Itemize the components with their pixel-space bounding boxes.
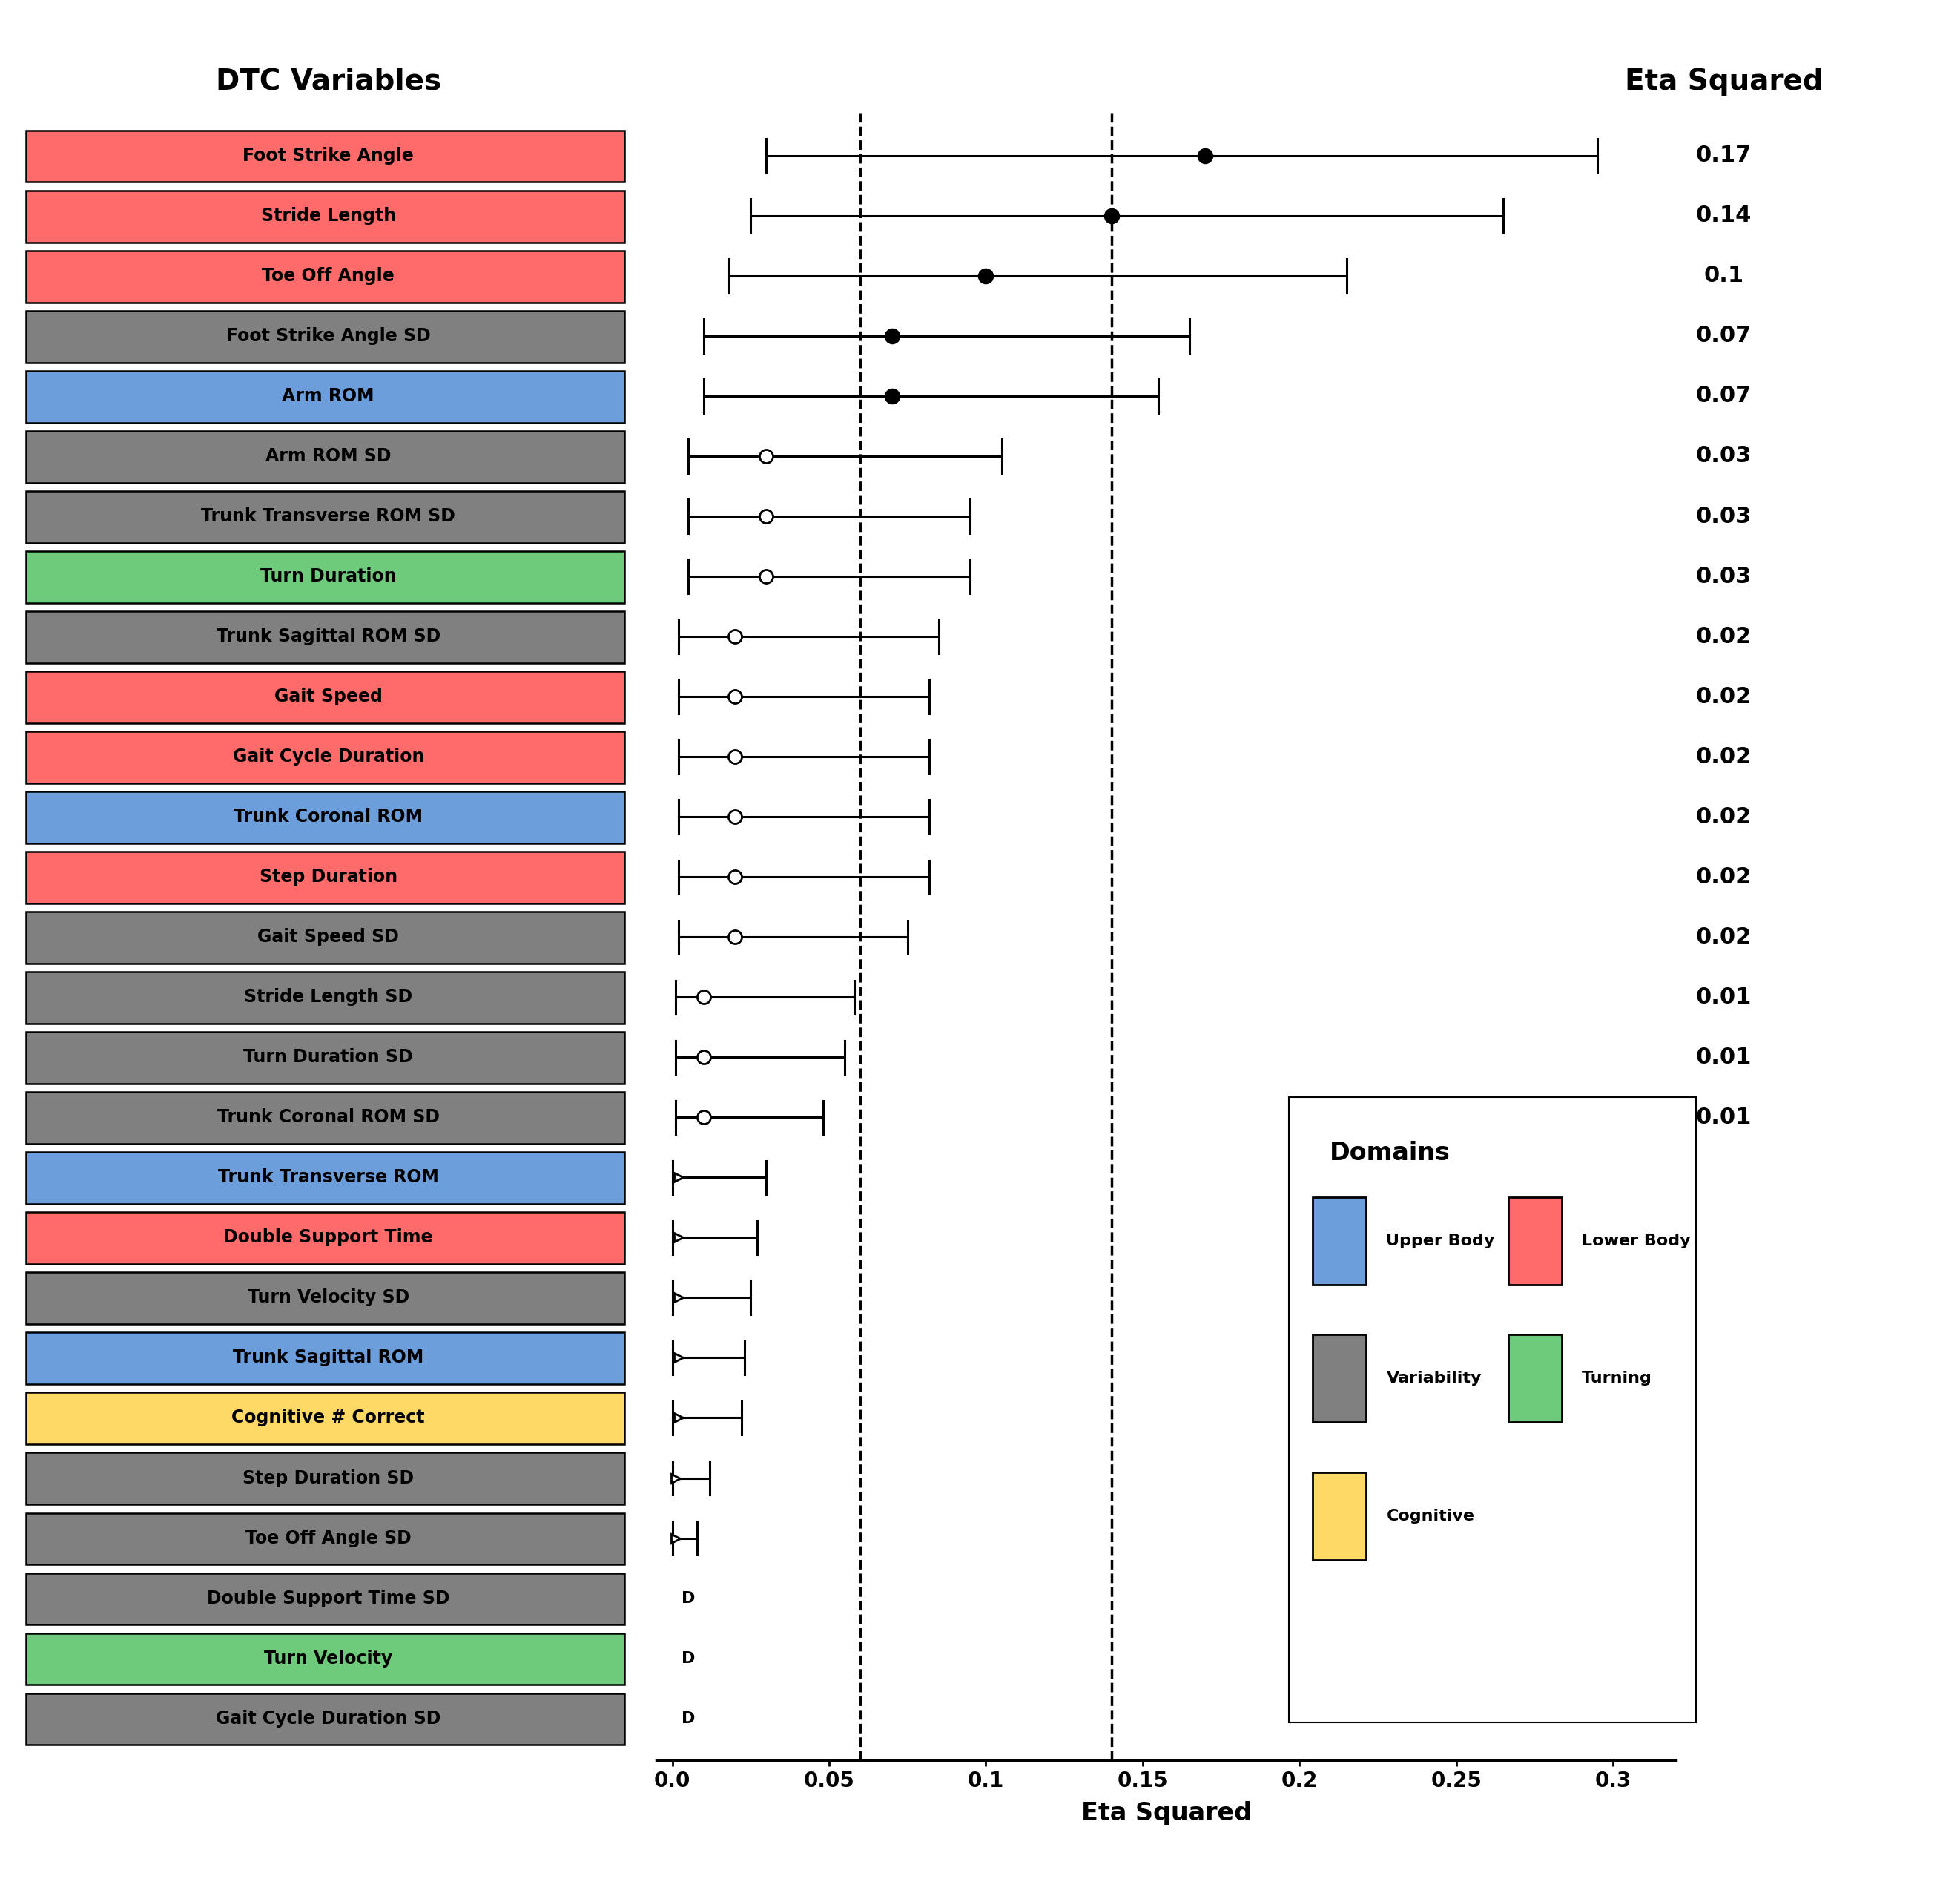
Text: Turn Velocity SD: Turn Velocity SD bbox=[247, 1289, 410, 1306]
Text: Foot Strike Angle: Foot Strike Angle bbox=[243, 148, 414, 165]
Text: Step Duration: Step Duration bbox=[259, 869, 398, 886]
FancyBboxPatch shape bbox=[25, 1153, 625, 1204]
FancyBboxPatch shape bbox=[25, 912, 625, 964]
Text: Turn Duration SD: Turn Duration SD bbox=[243, 1049, 414, 1066]
Text: D: D bbox=[682, 1711, 696, 1726]
Text: Trunk Transverse ROM: Trunk Transverse ROM bbox=[218, 1168, 439, 1187]
Text: 0.07: 0.07 bbox=[1695, 386, 1752, 407]
FancyBboxPatch shape bbox=[25, 731, 625, 784]
Text: 0.14: 0.14 bbox=[1695, 204, 1752, 227]
Text: 0.01: 0.01 bbox=[1695, 986, 1752, 1007]
Text: 0.03: 0.03 bbox=[1695, 445, 1752, 468]
Text: 0.03: 0.03 bbox=[1695, 566, 1752, 587]
FancyBboxPatch shape bbox=[25, 1634, 625, 1685]
Text: Upper Body: Upper Body bbox=[1386, 1234, 1495, 1247]
Text: D: D bbox=[682, 1590, 696, 1605]
FancyBboxPatch shape bbox=[1313, 1335, 1366, 1422]
Text: Toe Off Angle: Toe Off Angle bbox=[263, 267, 394, 284]
Text: Variability: Variability bbox=[1386, 1371, 1482, 1386]
FancyBboxPatch shape bbox=[25, 432, 625, 483]
Text: 0.02: 0.02 bbox=[1695, 627, 1752, 647]
Text: Trunk Sagittal ROM: Trunk Sagittal ROM bbox=[233, 1350, 423, 1367]
Text: Trunk Coronal ROM SD: Trunk Coronal ROM SD bbox=[218, 1109, 439, 1126]
FancyBboxPatch shape bbox=[25, 1692, 625, 1745]
FancyBboxPatch shape bbox=[25, 1092, 625, 1143]
FancyBboxPatch shape bbox=[25, 672, 625, 723]
Text: Arm ROM: Arm ROM bbox=[282, 388, 374, 405]
Text: Gait Cycle Duration SD: Gait Cycle Duration SD bbox=[216, 1709, 441, 1726]
Text: 0.07: 0.07 bbox=[1695, 326, 1752, 346]
Text: Gait Speed: Gait Speed bbox=[274, 687, 382, 706]
FancyBboxPatch shape bbox=[1313, 1196, 1366, 1285]
FancyBboxPatch shape bbox=[25, 250, 625, 303]
FancyBboxPatch shape bbox=[25, 791, 625, 842]
FancyBboxPatch shape bbox=[25, 1333, 625, 1384]
FancyBboxPatch shape bbox=[1288, 1096, 1695, 1723]
Text: Cognitive # Correct: Cognitive # Correct bbox=[231, 1408, 425, 1427]
FancyBboxPatch shape bbox=[25, 1272, 625, 1323]
Text: 0.02: 0.02 bbox=[1695, 867, 1752, 888]
FancyBboxPatch shape bbox=[25, 1212, 625, 1265]
FancyBboxPatch shape bbox=[25, 971, 625, 1024]
FancyBboxPatch shape bbox=[25, 1573, 625, 1624]
FancyBboxPatch shape bbox=[25, 310, 625, 362]
Text: 0.02: 0.02 bbox=[1695, 746, 1752, 767]
FancyBboxPatch shape bbox=[25, 131, 625, 182]
Text: Trunk Coronal ROM: Trunk Coronal ROM bbox=[233, 808, 423, 825]
FancyBboxPatch shape bbox=[25, 1032, 625, 1083]
Text: Foot Strike Angle SD: Foot Strike Angle SD bbox=[225, 327, 431, 345]
FancyBboxPatch shape bbox=[1509, 1335, 1562, 1422]
Text: 0.17: 0.17 bbox=[1695, 146, 1752, 167]
Text: Stride Length: Stride Length bbox=[261, 206, 396, 225]
FancyBboxPatch shape bbox=[25, 1513, 625, 1564]
Text: Lower Body: Lower Body bbox=[1582, 1234, 1691, 1247]
Text: Stride Length SD: Stride Length SD bbox=[245, 988, 412, 1005]
Text: 0.1: 0.1 bbox=[1703, 265, 1744, 286]
Text: Domains: Domains bbox=[1329, 1141, 1450, 1164]
Text: 0.02: 0.02 bbox=[1695, 806, 1752, 827]
Text: Turn Duration: Turn Duration bbox=[261, 568, 396, 585]
Text: Toe Off Angle SD: Toe Off Angle SD bbox=[245, 1530, 412, 1547]
Text: Turn Velocity: Turn Velocity bbox=[265, 1649, 392, 1668]
Text: Trunk Sagittal ROM SD: Trunk Sagittal ROM SD bbox=[216, 628, 441, 646]
Text: Gait Speed SD: Gait Speed SD bbox=[257, 928, 400, 946]
FancyBboxPatch shape bbox=[25, 852, 625, 903]
FancyBboxPatch shape bbox=[1313, 1473, 1366, 1560]
Text: Double Support Time SD: Double Support Time SD bbox=[208, 1590, 449, 1607]
Text: Eta Squared: Eta Squared bbox=[1625, 68, 1823, 95]
FancyBboxPatch shape bbox=[25, 1452, 625, 1505]
Text: D: D bbox=[682, 1651, 696, 1666]
Text: Gait Cycle Duration: Gait Cycle Duration bbox=[233, 748, 423, 765]
Text: Trunk Transverse ROM SD: Trunk Transverse ROM SD bbox=[202, 507, 455, 524]
FancyBboxPatch shape bbox=[25, 1393, 625, 1444]
Text: DTC Variables: DTC Variables bbox=[216, 68, 441, 95]
FancyBboxPatch shape bbox=[25, 191, 625, 242]
Text: Double Support Time: Double Support Time bbox=[223, 1229, 433, 1246]
Text: Cognitive: Cognitive bbox=[1386, 1509, 1474, 1524]
X-axis label: Eta Squared: Eta Squared bbox=[1080, 1802, 1252, 1827]
FancyBboxPatch shape bbox=[25, 611, 625, 663]
Text: Step Duration SD: Step Duration SD bbox=[243, 1469, 414, 1486]
Text: 0.01: 0.01 bbox=[1695, 1107, 1752, 1128]
FancyBboxPatch shape bbox=[25, 371, 625, 422]
Text: 0.02: 0.02 bbox=[1695, 685, 1752, 708]
Text: Turning: Turning bbox=[1582, 1371, 1652, 1386]
Text: 0.02: 0.02 bbox=[1695, 926, 1752, 948]
Text: 0.03: 0.03 bbox=[1695, 505, 1752, 526]
FancyBboxPatch shape bbox=[25, 490, 625, 543]
Text: 0.01: 0.01 bbox=[1695, 1047, 1752, 1068]
FancyBboxPatch shape bbox=[1509, 1196, 1562, 1285]
Text: Arm ROM SD: Arm ROM SD bbox=[265, 447, 392, 466]
FancyBboxPatch shape bbox=[25, 551, 625, 602]
